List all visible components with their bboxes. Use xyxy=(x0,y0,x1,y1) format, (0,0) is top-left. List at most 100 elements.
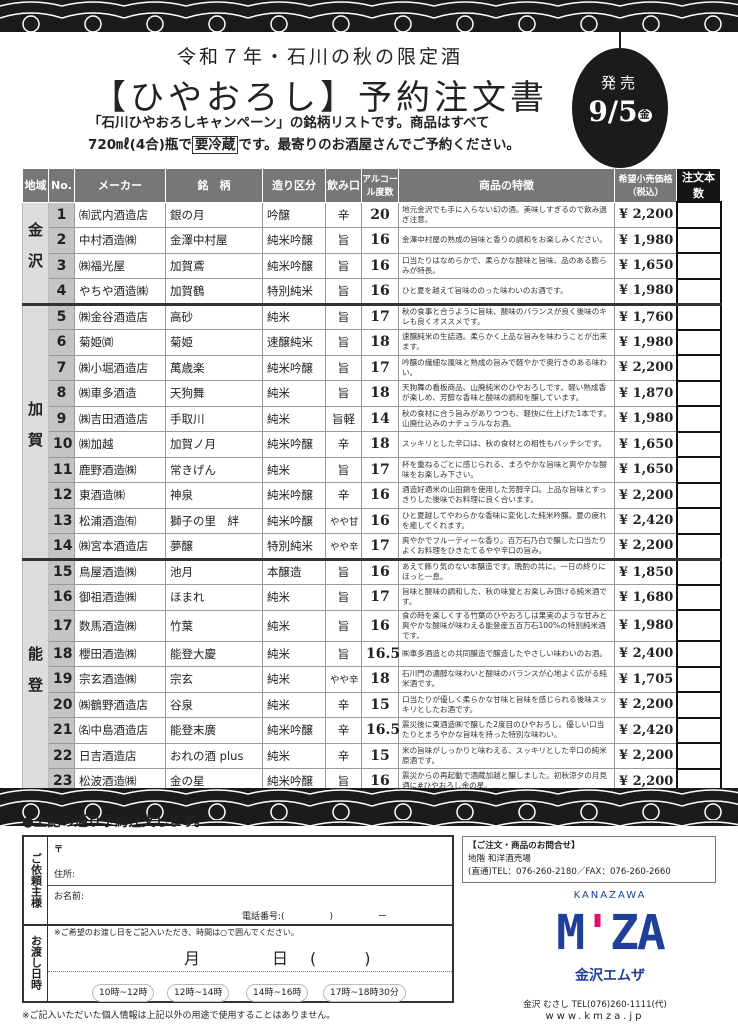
order-quantity-input[interactable] xyxy=(675,456,722,484)
price: ¥ 2,200 xyxy=(614,691,677,718)
column-header: アルコール度数 xyxy=(361,168,399,203)
order-quantity-input[interactable] xyxy=(675,583,722,611)
item-number: 15 xyxy=(48,557,75,585)
column-header: 銘 柄 xyxy=(165,168,263,203)
alcohol-percent: 16 xyxy=(361,507,399,534)
brand: 谷泉 xyxy=(165,691,263,718)
alcohol-percent: 17 xyxy=(361,302,399,330)
item-number: 13 xyxy=(48,507,75,534)
order-quantity-input[interactable] xyxy=(675,532,722,560)
order-quantity-input[interactable] xyxy=(675,277,722,305)
kanazawa-mza-logo: KANAZAWA M'ZA 金沢エムザ xyxy=(555,890,666,985)
postal-field[interactable]: 〒 xyxy=(54,845,64,855)
intro-a: 720㎖(4合)瓶で xyxy=(88,137,192,153)
order-quantity-input[interactable] xyxy=(675,609,722,642)
maker: 御祖酒造㈱ xyxy=(74,584,166,611)
column-header: No. xyxy=(48,168,75,203)
order-quantity-input[interactable] xyxy=(675,691,722,719)
price: ¥ 1,980 xyxy=(614,227,677,254)
description: 旨味と酸味の調和した、秋の味覚とお楽しみ頂ける純米酒です。 xyxy=(398,584,615,611)
price: ¥ 1,760 xyxy=(614,302,677,330)
time-slot-2[interactable]: 12時~14時 xyxy=(167,984,230,1002)
order-quantity-input[interactable] xyxy=(675,252,722,280)
brewing-type: 純米 xyxy=(262,609,326,642)
order-quantity-input[interactable] xyxy=(675,405,722,433)
price: ¥ 2,400 xyxy=(614,640,677,667)
description: 速醸純米の生詰酒。柔らかく上品な旨みを味わうことが出来ます。 xyxy=(398,329,615,356)
order-quantity-input[interactable] xyxy=(675,665,722,693)
brewing-type: 純米 xyxy=(262,380,326,407)
order-quantity-input[interactable] xyxy=(675,430,722,458)
region-cell: 能登 xyxy=(22,557,49,795)
price: ¥ 1,650 xyxy=(614,431,677,458)
order-quantity-input[interactable] xyxy=(675,557,722,586)
maker: 東酒造㈱ xyxy=(74,482,166,509)
description: 口当たりはなめらかで、柔らかな酸味と旨味、品のある膨らみが特長。 xyxy=(398,252,615,279)
item-number: 12 xyxy=(48,482,75,509)
table-row: 7 ㈱小堀酒造店 萬歳楽 純米吟醸旨 17 吟醸の繊細な風味と熟成の旨みで軽やかで奥行きの… xyxy=(23,354,722,382)
order-quantity-input[interactable] xyxy=(675,201,722,229)
alcohol-percent: 16 xyxy=(361,557,399,585)
item-number: 11 xyxy=(48,456,75,483)
weekday-field[interactable]: ( ) xyxy=(310,949,371,968)
price: ¥ 2,200 xyxy=(614,482,677,509)
alcohol-percent: 17 xyxy=(361,584,399,611)
order-quantity-input[interactable] xyxy=(675,302,722,331)
divider xyxy=(24,924,452,926)
alcohol-percent: 16.5 xyxy=(361,717,400,744)
order-quantity-input[interactable] xyxy=(675,354,722,382)
logo-mark: M'ZA xyxy=(555,901,666,965)
taste: 旨 xyxy=(325,227,362,254)
day-field[interactable]: 日 xyxy=(272,949,289,968)
brand: 能登末廣 xyxy=(165,717,263,744)
order-quantity-input[interactable] xyxy=(675,507,722,535)
contact-tel: (直通)TEL：076-260-2180／FAX：076-260-2660 xyxy=(468,867,671,877)
maker: ㈱加越 xyxy=(74,431,166,458)
address-field[interactable]: 住所: xyxy=(54,870,76,880)
time-slot-4[interactable]: 17時~18時30分 xyxy=(323,984,406,1002)
price: ¥ 2,200 xyxy=(614,533,677,560)
order-quantity-input[interactable] xyxy=(675,481,722,509)
brand: 菊姫 xyxy=(165,329,263,356)
table-row: 14 ㈱宮本酒造店 夢醸 特別純米 やや辛 17 爽やかでフルーティーな香り。百万石乃白で醸… xyxy=(23,532,722,560)
shop-url[interactable]: www.kmza.jp xyxy=(545,1011,645,1022)
time-slot-3[interactable]: 14時~16時 xyxy=(246,984,309,1002)
alcohol-percent: 16.5 xyxy=(361,640,400,667)
logo-top: KANAZAWA xyxy=(573,890,647,901)
description: 杯を重ねるごとに感じられる、まろやかな旨味と爽やかな酸味をお楽しみ下さい。 xyxy=(398,456,615,483)
table-row: 17 数馬酒造㈱ 竹葉 純米旨 16 食の時を楽しくする竹葉のひやおろしは果実のような甘み… xyxy=(23,609,722,642)
intro-line-2: 720㎖(4合)瓶で 要冷蔵 です。最寄りのお酒屋さんでご予約ください。 xyxy=(88,134,520,156)
requester-label: ご依頼主様 xyxy=(24,837,48,924)
taste: 旨 xyxy=(325,252,362,279)
maker: ㈱金谷酒造店 xyxy=(74,302,166,330)
divider xyxy=(48,971,452,972)
month-field[interactable]: 月 xyxy=(184,949,201,968)
description: ひと夏越してやわらかな香味に変化した純米吟醸。夏の疲れを癒してくれます。 xyxy=(398,507,615,534)
name-field[interactable]: お名前: xyxy=(54,892,85,902)
alcohol-percent: 16 xyxy=(361,278,399,305)
order-quantity-input[interactable] xyxy=(675,716,722,744)
item-number: 2 xyxy=(48,227,75,254)
maker: 菊姫㈾ xyxy=(74,329,166,356)
order-quantity-input[interactable] xyxy=(675,226,722,254)
alcohol-percent: 15 xyxy=(361,742,399,769)
phone-field[interactable]: 電話番号:( ) ー xyxy=(242,912,388,922)
table-header-row: 地域 No. メーカー銘 柄造り区分 飲み口 アルコール度数 商品の特徴 希望小売価格（税込… xyxy=(22,168,721,203)
price: ¥ 1,850 xyxy=(614,557,677,585)
table-row: 20 ㈱鶴野酒造店 谷泉 純米辛 15 口当たりが優しく柔らかな甘味と旨味を感じられる後味… xyxy=(23,691,722,719)
order-quantity-input[interactable] xyxy=(675,640,722,668)
taste: 旨 xyxy=(325,329,362,356)
maker: ㈱車多酒造 xyxy=(74,380,166,407)
table-row: 8 ㈱車多酒造 天狗舞 純米旨 18 天狗舞の看板商品、山廃純米のひやおろしです。軽い熟成… xyxy=(23,379,722,407)
maker: 鳥屋酒造㈱ xyxy=(74,557,166,585)
description: 食の時を楽しくする竹葉のひやおろしは果実のような甘みと爽やかな酸味が味わえる能登… xyxy=(398,609,615,642)
time-slot-1[interactable]: 10時~12時 xyxy=(92,984,155,1002)
brand: 高砂 xyxy=(165,302,263,330)
order-quantity-input[interactable] xyxy=(675,328,722,356)
table-row: 能登 15 鳥屋酒造㈱ 池月 本醸造旨 16 あえて飾り気のない本醸造です。晩酌の共に。一日… xyxy=(22,557,722,795)
table-row: 12 東酒造㈱ 神泉 純米吟醸辛 16 酒造好適米の山田錦を使用した芳醇辛口。上品な旨味と… xyxy=(23,481,722,509)
order-quantity-input[interactable] xyxy=(675,742,722,770)
order-quantity-input[interactable] xyxy=(675,379,722,407)
taste: 辛 xyxy=(325,201,362,228)
table-row: 9 ㈱吉田酒造店 手取川 純米 旨軽 14 秋の食材に合う旨みがありつつも、軽快に仕上げた1… xyxy=(23,405,722,433)
